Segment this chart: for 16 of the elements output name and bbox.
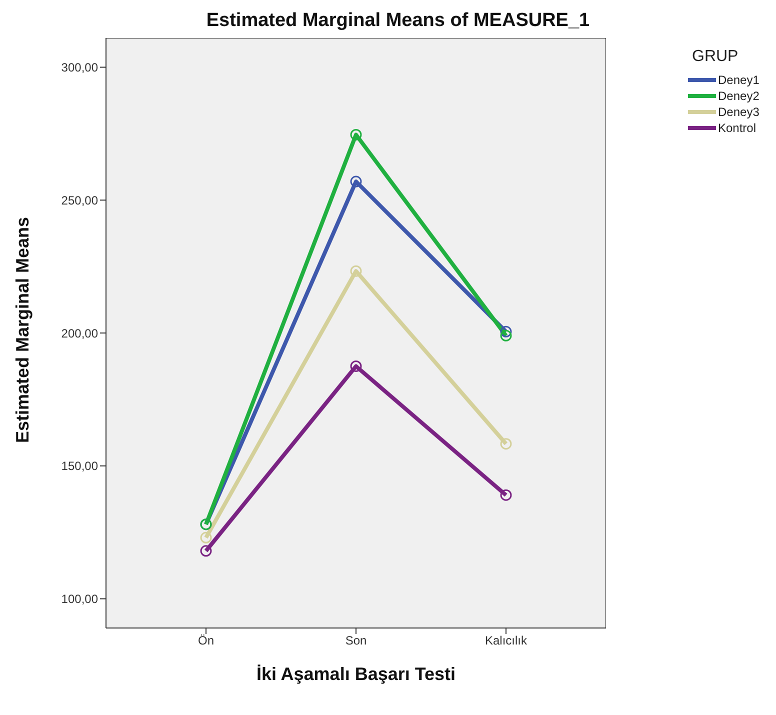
chart-title: Estimated Marginal Means of MEASURE_1 (205, 10, 591, 32)
y-tick-label: 300,00 (61, 60, 98, 74)
legend-title: GRUP (692, 48, 740, 66)
y-tick-label: 200,00 (61, 326, 98, 340)
legend-label: Deney2 (718, 89, 760, 103)
y-axis-title: Estimated Marginal Means (12, 216, 32, 443)
x-tick-label: Kalıcılık (484, 634, 528, 648)
legend-label: Kontrol (718, 121, 756, 135)
y-tick-label: 150,00 (61, 459, 98, 474)
x-axis-title: İki Aşamalı Başarı Testi (256, 664, 456, 684)
legend-label: Deney3 (718, 105, 760, 119)
y-tick-label: 100,00 (61, 592, 98, 606)
y-tick-label: 250,00 (61, 193, 98, 208)
x-tick-label: Son (345, 634, 367, 648)
legend-label: Deney1 (718, 73, 760, 87)
x-tick-label: Ön (198, 634, 214, 648)
